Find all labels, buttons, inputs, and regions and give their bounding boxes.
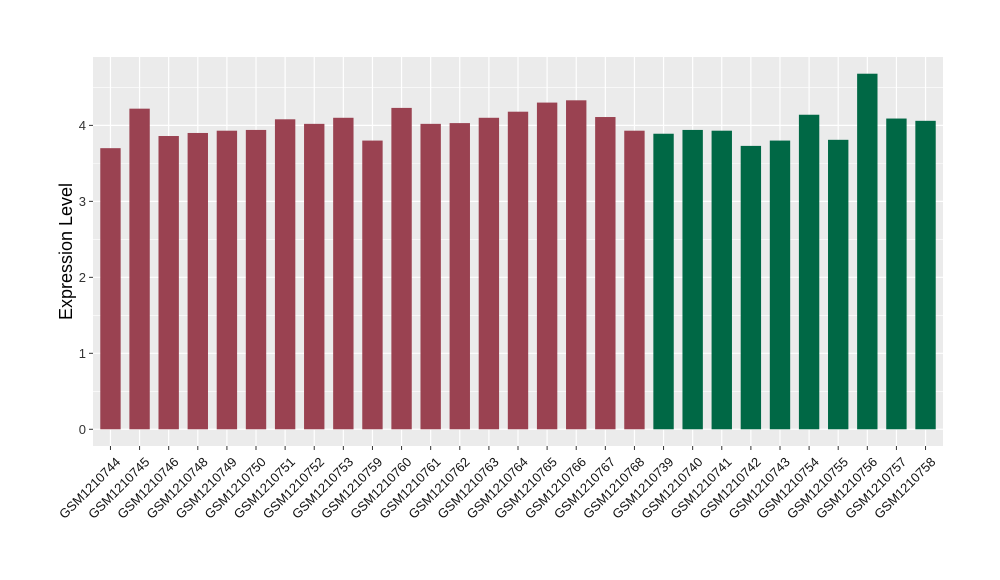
bar-GSM1210739	[653, 133, 674, 430]
bar-GSM1210766	[566, 100, 587, 430]
bar-GSM1210759	[362, 140, 383, 430]
bar-GSM1210752	[304, 123, 325, 430]
bar-GSM1210743	[769, 140, 791, 430]
bar-GSM1210754	[798, 114, 820, 430]
bar-GSM1210740	[682, 129, 703, 430]
bar-GSM1210741	[711, 130, 732, 430]
bars-layer	[100, 73, 936, 430]
y-tick-label: 2	[79, 270, 86, 285]
bar-GSM1210748	[187, 132, 208, 430]
bar-GSM1210764	[507, 111, 529, 430]
bar-GSM1210742	[740, 145, 762, 430]
bar-GSM1210755	[828, 139, 849, 430]
bar-GSM1210753	[333, 117, 354, 430]
bar-GSM1210758	[915, 120, 936, 430]
bar-GSM1210765	[536, 102, 558, 430]
x-axis: GSM1210744GSM1210745GSM1210746GSM1210748…	[56, 446, 938, 522]
y-axis-title: Expression Level	[56, 183, 76, 320]
y-tick-label: 0	[79, 422, 86, 437]
bar-GSM1210761	[420, 123, 441, 430]
y-tick-label: 3	[79, 194, 86, 209]
bar-GSM1210746	[158, 136, 179, 430]
y-tick-label: 4	[79, 118, 86, 133]
bar-GSM1210767	[595, 117, 616, 430]
bar-GSM1210745	[129, 108, 150, 430]
bar-GSM1210749	[216, 130, 238, 430]
bar-GSM1210762	[449, 123, 470, 430]
bar-GSM1210763	[478, 117, 500, 430]
bar-GSM1210751	[274, 119, 296, 430]
y-tick-label: 1	[79, 346, 86, 361]
bar-GSM1210756	[857, 73, 878, 430]
bar-GSM1210768	[624, 130, 645, 430]
y-axis: 0 1 2 3 4	[79, 118, 93, 437]
bar-GSM1210750	[245, 129, 267, 430]
bar-GSM1210757	[886, 118, 907, 430]
bar-GSM1210760	[391, 107, 412, 430]
bar-GSM1210744	[100, 148, 121, 430]
